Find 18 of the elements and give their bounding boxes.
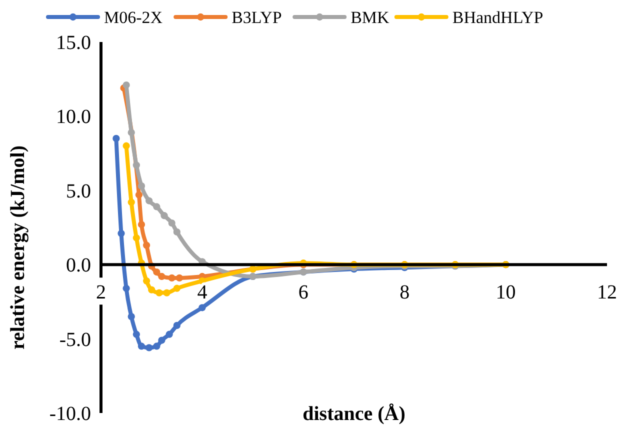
x-tick-label: 6 <box>298 282 308 304</box>
x-tick-label: 8 <box>400 282 410 304</box>
y-axis-title: relative energy (kJ/mol) <box>7 145 29 350</box>
y-tick-label: 10.0 <box>56 106 91 128</box>
legend-label: BHandHLYP <box>452 8 544 27</box>
x-tick-label: 12 <box>597 282 617 304</box>
y-tick-label: -5.0 <box>59 328 91 351</box>
legend-label: BMK <box>350 8 390 27</box>
y-tick-label: 15.0 <box>56 32 91 54</box>
legend-label: B3LYP <box>232 8 282 27</box>
x-axis-title: distance (Å) <box>302 403 406 425</box>
y-tick-label: 0.0 <box>66 254 91 277</box>
x-tick-label: 2 <box>96 282 106 304</box>
x-tick-label: 4 <box>197 282 208 304</box>
legend-label: M06-2X <box>104 8 163 27</box>
y-tick-label: -10.0 <box>49 403 91 425</box>
y-tick-label: 5.0 <box>66 180 91 202</box>
x-tick-label: 10 <box>496 282 516 304</box>
